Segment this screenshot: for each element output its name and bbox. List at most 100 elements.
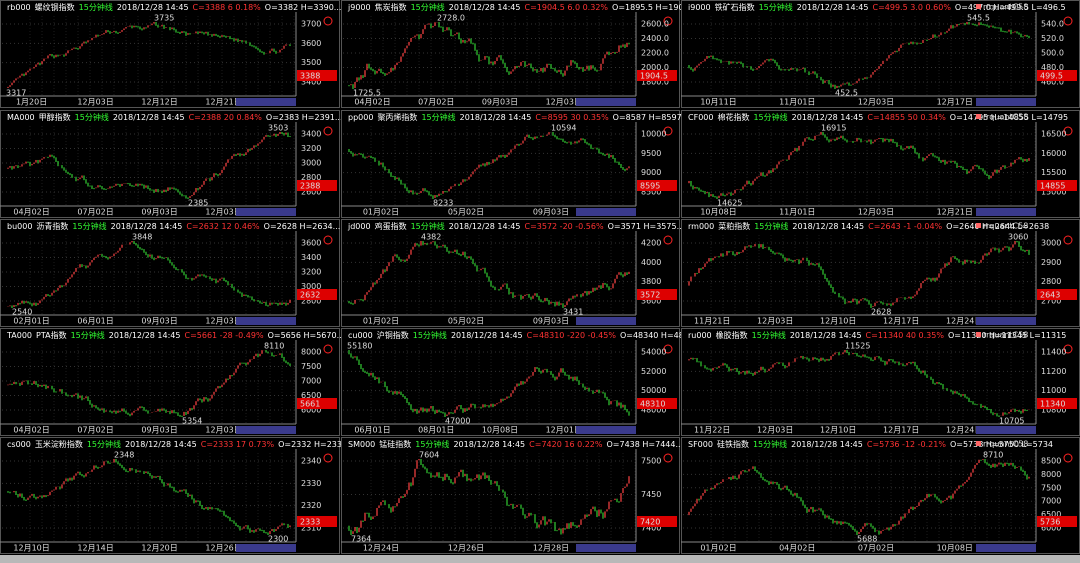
price-tick-label: 2800 — [1041, 277, 1061, 286]
price-tick-label: 500.0 — [1041, 49, 1064, 58]
last-price-box — [297, 398, 337, 409]
panel-header: TA000 PTA指数 15分钟线 2018/12/28 14:45 C=5661 -2… — [6, 330, 344, 340]
price-tick-label: 480.0 — [1041, 63, 1064, 72]
time-tick-label: 10月08日 — [937, 544, 973, 553]
last-price-box — [637, 289, 677, 300]
header-quote: C=48310 -220 -0.45% — [527, 331, 617, 340]
header-quote: C=5736 -12 -0.21% — [867, 440, 947, 449]
extreme-label: 545.5 — [967, 14, 990, 23]
header-name: 聚丙烯指数 — [377, 112, 417, 122]
close-icon[interactable] — [663, 453, 673, 463]
time-tick-label: 05月02日 — [448, 317, 484, 326]
header-code: rb000 — [7, 3, 31, 12]
time-tick-label: 06月01日 — [354, 426, 390, 435]
price-tick-label: 6500 — [1041, 510, 1061, 519]
price-tick-label: 3400 — [301, 130, 321, 139]
header-period: 15分钟线 — [71, 330, 105, 340]
last-price-box — [297, 180, 337, 191]
header-code: TA000 — [6, 331, 32, 340]
time-tick-label: 04月02日 — [779, 544, 815, 553]
time-tick-label: 12月03日 — [205, 426, 241, 435]
close-icon[interactable] — [323, 453, 333, 463]
close-icon[interactable] — [1063, 16, 1073, 26]
scroll-block — [576, 208, 636, 216]
header-time: 2018/12/28 14:45 — [790, 331, 862, 340]
header-code: cs000 — [7, 440, 31, 449]
price-tick-label: 10800 — [1041, 406, 1066, 415]
header-ohlc: O=1895.5 H=1909.5... — [612, 3, 704, 12]
scroll-block — [976, 98, 1036, 106]
header-ohlc: O=11320 H=11345 L=11315 — [948, 331, 1066, 340]
time-tick-label: 07月02日 — [858, 544, 894, 553]
last-price-box — [297, 516, 337, 527]
close-icon[interactable] — [663, 235, 673, 245]
header-time: 2018/12/28 14:45 — [792, 113, 864, 122]
header-time: 2018/12/28 14:45 — [797, 3, 869, 12]
close-icon[interactable] — [323, 344, 333, 354]
close-icon[interactable] — [1063, 126, 1073, 136]
extreme-label: 3848 — [132, 233, 152, 242]
close-icon[interactable] — [323, 235, 333, 245]
last-price-box — [637, 516, 677, 527]
header-code: cu000 — [348, 331, 373, 340]
time-tick-label: 10月08日 — [482, 426, 518, 435]
time-tick-label: 02月01日 — [13, 317, 49, 326]
panel — [341, 110, 680, 218]
last-price: 11340 — [1040, 400, 1065, 409]
header-period: 15分钟线 — [752, 330, 786, 340]
header-time: 2018/12/28 14:45 — [125, 440, 197, 449]
header-period: 15分钟线 — [754, 221, 788, 231]
panel-header: cu000 沪铜指数 15分钟线 2018/12/28 14:45 C=48310 -2… — [348, 330, 707, 340]
header-name: 螺纹钢指数 — [35, 2, 75, 12]
header-period: 15分钟线 — [413, 330, 447, 340]
price-tick-label: 3000 — [301, 282, 321, 291]
price-tick-label: 3500 — [301, 58, 321, 67]
close-icon[interactable] — [663, 126, 673, 136]
price-tick-label: 7500 — [1041, 483, 1061, 492]
extreme-label: 2728.0 — [437, 14, 465, 23]
last-price: 2333 — [300, 518, 320, 527]
price-tick-label: 3600 — [641, 297, 661, 306]
panel-header: bu000 沥青指数 15分钟线 2018/12/28 14:45 C=2632 12 … — [7, 221, 340, 231]
header-name: 鸡蛋指数 — [375, 221, 407, 231]
header-ohlc: O=2383 H=2391... — [266, 113, 343, 122]
header-code: jd000 — [347, 222, 371, 231]
close-icon[interactable] — [323, 16, 333, 26]
scroll-block — [976, 426, 1036, 434]
price-tick-label: 3800 — [641, 277, 661, 286]
price-tick-label: 7400 — [641, 524, 661, 533]
time-tick-label: 12月28日 — [533, 544, 569, 553]
price-tick-label: 3700 — [301, 20, 321, 29]
header-name: 橡胶指数 — [716, 330, 748, 340]
time-tick-label: 10月08日 — [700, 208, 736, 217]
extreme-label: 55180 — [347, 342, 372, 351]
header-ohlc: O=8587 H=8597... — [613, 113, 690, 122]
extreme-label: 2348 — [114, 451, 134, 460]
extreme-label: 3317 — [6, 89, 26, 98]
close-icon[interactable] — [1063, 235, 1073, 245]
price-tick-label: 2800 — [301, 173, 321, 182]
header-period: 15分钟线 — [753, 439, 787, 449]
time-tick-label: 12月03日 — [205, 208, 241, 217]
scroll-block — [236, 98, 296, 106]
time-tick-label: 12月03日 — [546, 98, 582, 107]
close-icon[interactable] — [1063, 344, 1073, 354]
close-icon[interactable] — [323, 126, 333, 136]
price-tick-label: 50000 — [641, 386, 666, 395]
panel-header: rb000 螺纹钢指数 15分钟线 2018/12/28 14:45 C=3388 6 … — [7, 2, 341, 12]
price-tick-label: 3200 — [301, 144, 321, 153]
close-icon[interactable] — [663, 16, 673, 26]
header-code: i9000 — [688, 3, 711, 12]
time-tick-label: 07月02日 — [418, 98, 454, 107]
header-quote: C=14855 50 0.34% — [867, 113, 946, 122]
time-tick-label: 12月10日 — [13, 544, 49, 553]
time-tick-label: 09月03日 — [533, 208, 569, 217]
time-tick-label: 11月01日 — [779, 208, 815, 217]
time-tick-label: 01月02日 — [363, 317, 399, 326]
close-icon[interactable] — [1063, 453, 1073, 463]
header-name: 棉花指数 — [717, 112, 749, 122]
last-price: 3388 — [300, 72, 320, 81]
header-name: 甲醇指数 — [39, 112, 71, 122]
close-icon[interactable] — [663, 344, 673, 354]
